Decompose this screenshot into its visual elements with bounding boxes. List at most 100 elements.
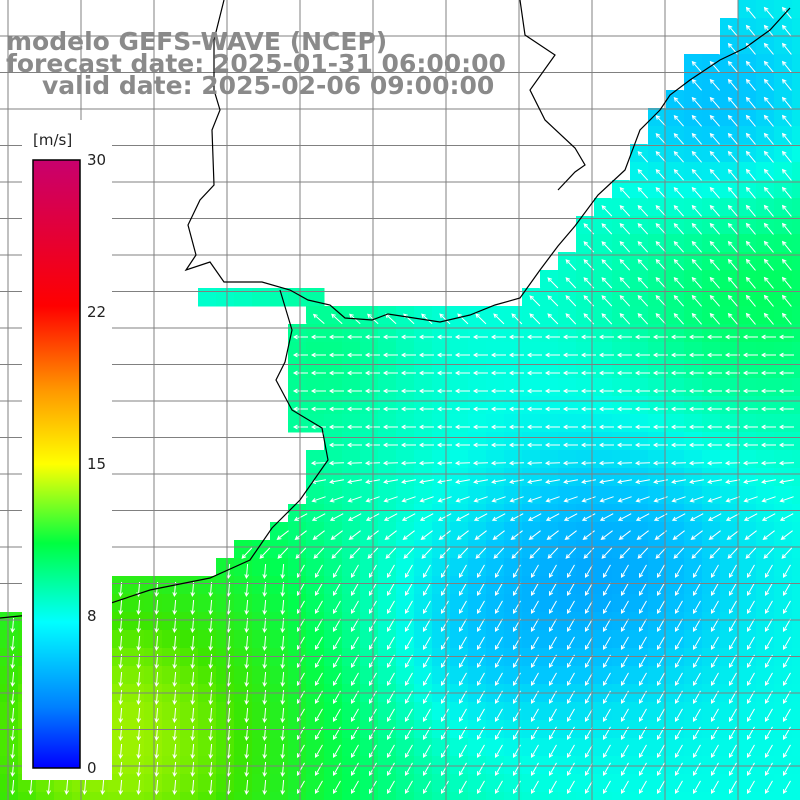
wind-vector-arrow bbox=[728, 618, 737, 633]
wind-vector-arrow bbox=[548, 780, 557, 795]
wind-vector-arrow bbox=[10, 779, 16, 796]
wind-vector-arrow bbox=[509, 496, 524, 503]
wind-vector-arrow bbox=[493, 313, 505, 325]
wind-speed-cell bbox=[738, 504, 757, 523]
wind-speed-cell bbox=[108, 756, 127, 775]
wind-vector-arrow bbox=[548, 726, 557, 741]
wind-vector-arrow bbox=[762, 530, 775, 540]
wind-vector-arrow bbox=[350, 564, 359, 579]
wind-speed-cell bbox=[702, 540, 721, 559]
wind-vector-arrow bbox=[728, 600, 737, 615]
wind-vector-arrow bbox=[709, 222, 720, 235]
wind-speed-cell bbox=[360, 648, 379, 667]
wind-speed-cell bbox=[288, 396, 307, 415]
wind-vector-arrow bbox=[382, 406, 398, 412]
wind-speed-cell bbox=[594, 342, 613, 361]
wind-vector-arrow bbox=[778, 370, 794, 376]
wind-vector-arrow bbox=[581, 496, 596, 503]
wind-vector-arrow bbox=[580, 406, 596, 412]
wind-vector-arrow bbox=[545, 479, 560, 484]
wind-speed-cell bbox=[540, 360, 559, 379]
wind-speed-cell bbox=[198, 702, 217, 721]
wind-speed-cell bbox=[504, 378, 523, 397]
wind-speed-cell bbox=[396, 324, 415, 343]
wind-vector-arrow bbox=[526, 370, 542, 376]
wind-vector-arrow bbox=[530, 726, 539, 741]
wind-vector-arrow bbox=[386, 708, 395, 723]
wind-vector-arrow bbox=[602, 582, 611, 597]
wind-speed-cell bbox=[684, 612, 703, 631]
wind-speed-cell bbox=[612, 648, 631, 667]
wind-vector-arrow bbox=[190, 743, 196, 760]
wind-vector-arrow bbox=[745, 6, 756, 19]
wind-vector-arrow bbox=[727, 547, 739, 559]
wind-speed-cell bbox=[342, 792, 361, 800]
wind-speed-cell bbox=[540, 540, 559, 559]
wind-vector-arrow bbox=[778, 352, 794, 358]
wind-speed-cell bbox=[234, 576, 253, 595]
wind-vector-arrow bbox=[584, 618, 593, 633]
wind-speed-cell bbox=[666, 360, 685, 379]
wind-vector-arrow bbox=[244, 599, 250, 616]
wind-speed-cell bbox=[306, 414, 325, 433]
wind-vector-arrow bbox=[727, 132, 738, 145]
wind-vector-arrow bbox=[691, 222, 702, 235]
wind-vector-arrow bbox=[619, 241, 631, 253]
wind-vector-arrow bbox=[710, 708, 719, 723]
wind-vector-arrow bbox=[655, 547, 667, 559]
wind-vector-arrow bbox=[208, 761, 214, 778]
wind-speed-cell bbox=[684, 360, 703, 379]
wind-speed-cell bbox=[684, 432, 703, 451]
wind-vector-arrow bbox=[652, 460, 669, 466]
wind-vector-arrow bbox=[602, 600, 611, 615]
valid-date: valid date: 2025-02-06 09:00:00 bbox=[42, 71, 495, 100]
wind-vector-arrow bbox=[10, 743, 16, 760]
wind-speed-cell bbox=[216, 774, 235, 793]
wind-speed-cell bbox=[378, 342, 397, 361]
wind-speed-cell bbox=[270, 594, 289, 613]
wind-vector-arrow bbox=[458, 600, 467, 615]
wind-speed-cell bbox=[648, 558, 667, 577]
wind-speed-cell bbox=[738, 702, 757, 721]
wind-speed-cell bbox=[792, 234, 800, 253]
wind-speed-cell bbox=[522, 756, 541, 775]
wind-speed-cell bbox=[234, 774, 253, 793]
wind-speed-cell bbox=[396, 666, 415, 685]
wind-vector-arrow bbox=[743, 496, 758, 503]
wind-speed-cell bbox=[432, 396, 451, 415]
wind-vector-arrow bbox=[601, 547, 613, 559]
wind-vector-arrow bbox=[172, 725, 178, 742]
wind-vector-arrow bbox=[400, 370, 416, 376]
wind-vector-arrow bbox=[620, 600, 629, 615]
wind-speed-cell bbox=[252, 594, 271, 613]
wind-speed-cell bbox=[180, 792, 199, 800]
wind-speed-cell bbox=[252, 288, 271, 307]
wind-vector-arrow bbox=[314, 582, 323, 597]
wind-vector-arrow bbox=[728, 780, 737, 795]
wind-vector-arrow bbox=[760, 352, 776, 358]
wind-vector-arrow bbox=[476, 582, 485, 597]
wind-vector-arrow bbox=[328, 460, 345, 466]
wind-vector-arrow bbox=[673, 97, 684, 109]
wind-speed-cell bbox=[378, 540, 397, 559]
wind-vector-arrow bbox=[709, 276, 720, 289]
wind-speed-cell bbox=[612, 594, 631, 613]
wind-vector-arrow bbox=[760, 442, 776, 448]
wind-vector-arrow bbox=[562, 334, 578, 340]
wind-speed-cell bbox=[720, 648, 739, 667]
wind-vector-arrow bbox=[440, 582, 449, 597]
wind-vector-arrow bbox=[580, 334, 596, 340]
wind-vector-arrow bbox=[530, 564, 539, 579]
wind-vector-arrow bbox=[745, 258, 756, 271]
wind-vector-arrow bbox=[545, 513, 560, 521]
wind-vector-arrow bbox=[154, 635, 160, 652]
wind-speed-cell bbox=[612, 774, 631, 793]
wind-speed-cell bbox=[774, 468, 793, 487]
wind-speed-cell bbox=[702, 504, 721, 523]
wind-vector-arrow bbox=[744, 530, 757, 540]
wind-vector-arrow bbox=[292, 370, 308, 376]
wind-vector-arrow bbox=[530, 582, 539, 597]
wind-speed-cell bbox=[396, 702, 415, 721]
wind-speed-cell bbox=[414, 612, 433, 631]
wind-speed-cell bbox=[216, 576, 235, 595]
